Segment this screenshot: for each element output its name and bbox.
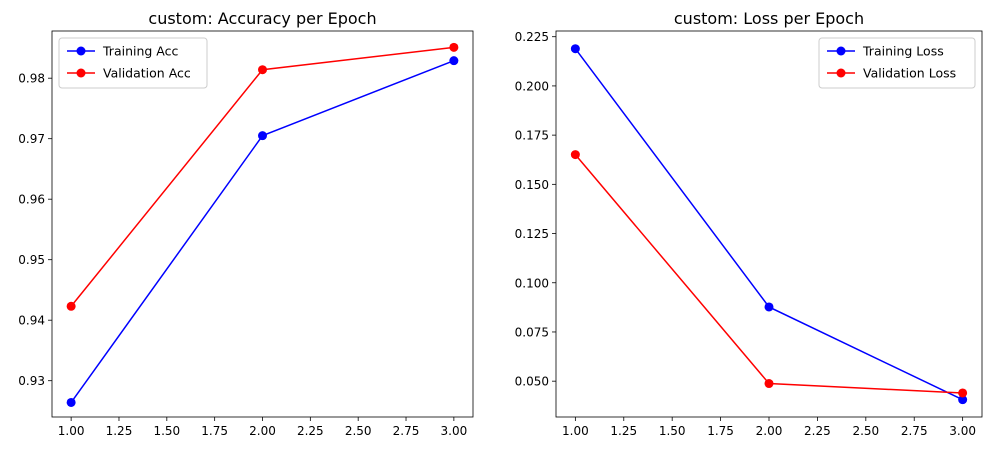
legend-entry: Validation Acc: [103, 66, 191, 81]
legend-swatch-marker: [836, 46, 846, 56]
y-tick-label: 0.95: [18, 253, 45, 267]
data-point: [258, 131, 267, 141]
legend-entry: Training Loss: [862, 44, 944, 59]
legend-box: [58, 37, 208, 89]
chart-title: custom: Loss per Epoch: [674, 9, 864, 28]
data-point: [66, 301, 76, 311]
x-tick-label: 2.00: [249, 424, 276, 438]
x-tick-label: 1.50: [153, 424, 180, 438]
axes-frame: [555, 30, 983, 418]
data-point: [449, 56, 459, 66]
y-tick-label: 0.225: [515, 30, 549, 44]
y-tick-label: 0.97: [18, 132, 45, 146]
x-tick-label: 2.00: [756, 424, 783, 438]
data-point: [570, 44, 580, 54]
x-tick-label: 1.25: [106, 424, 133, 438]
data-point: [66, 397, 76, 407]
data-point: [449, 42, 459, 52]
y-tick-label: 0.98: [18, 72, 45, 86]
legend-entry: Training Acc: [102, 44, 178, 59]
x-tick-label: 1.00: [58, 424, 85, 438]
chart-title: custom: Accuracy per Epoch: [148, 9, 376, 28]
data-point: [764, 379, 774, 389]
x-tick-label: 2.75: [901, 424, 928, 438]
legend-box: [818, 37, 976, 89]
y-tick-label: 0.150: [515, 178, 549, 192]
data-point: [570, 150, 580, 160]
x-tick-label: 3.00: [441, 424, 468, 438]
legend: Training Acc Validation Acc: [58, 37, 208, 89]
y-tick-label: 0.050: [515, 375, 549, 389]
y-tick-label: 0.125: [515, 227, 549, 241]
data-point: [258, 65, 267, 75]
y-tick-label: 0.96: [18, 193, 45, 207]
x-tick-label: 2.25: [297, 424, 324, 438]
y-tick-label: 0.075: [515, 325, 549, 339]
chart-panel-1: custom: Loss per Epoch 1.00 1.25 1.50 1.75 2.…: [515, 9, 983, 438]
series-line-0: [70, 59, 455, 403]
y-tick-label: 0.93: [18, 374, 45, 388]
x-tick-label: 2.25: [804, 424, 831, 438]
legend-swatch-marker: [76, 46, 86, 56]
data-point: [958, 395, 968, 405]
x-tick-label: 2.50: [345, 424, 372, 438]
x-tick-label: 2.75: [393, 424, 420, 438]
legend: Training Loss Validation Loss: [818, 37, 976, 89]
x-tick-label: 1.50: [659, 424, 686, 438]
legend-swatch-marker: [76, 68, 86, 78]
axes-frame: [51, 30, 474, 418]
y-tick-label: 0.100: [515, 276, 549, 290]
x-tick-label: 1.25: [610, 424, 637, 438]
y-tick-label: 0.175: [515, 129, 549, 143]
chart-panel-0: custom: Accuracy per Epoch 1.00 1.25 1.50 1.…: [18, 9, 474, 438]
legend-swatch-marker: [836, 68, 846, 78]
y-tick-label: 0.200: [515, 79, 549, 93]
x-tick-label: 1.75: [707, 424, 734, 438]
y-tick-label: 0.94: [18, 314, 45, 328]
x-tick-label: 3.00: [949, 424, 976, 438]
series-line-1: [574, 154, 963, 394]
x-tick-label: 1.00: [562, 424, 589, 438]
x-tick-label: 2.50: [852, 424, 879, 438]
data-point: [764, 302, 774, 312]
x-tick-label: 1.75: [201, 424, 228, 438]
data-point: [958, 388, 968, 398]
legend-entry: Validation Loss: [863, 66, 956, 81]
